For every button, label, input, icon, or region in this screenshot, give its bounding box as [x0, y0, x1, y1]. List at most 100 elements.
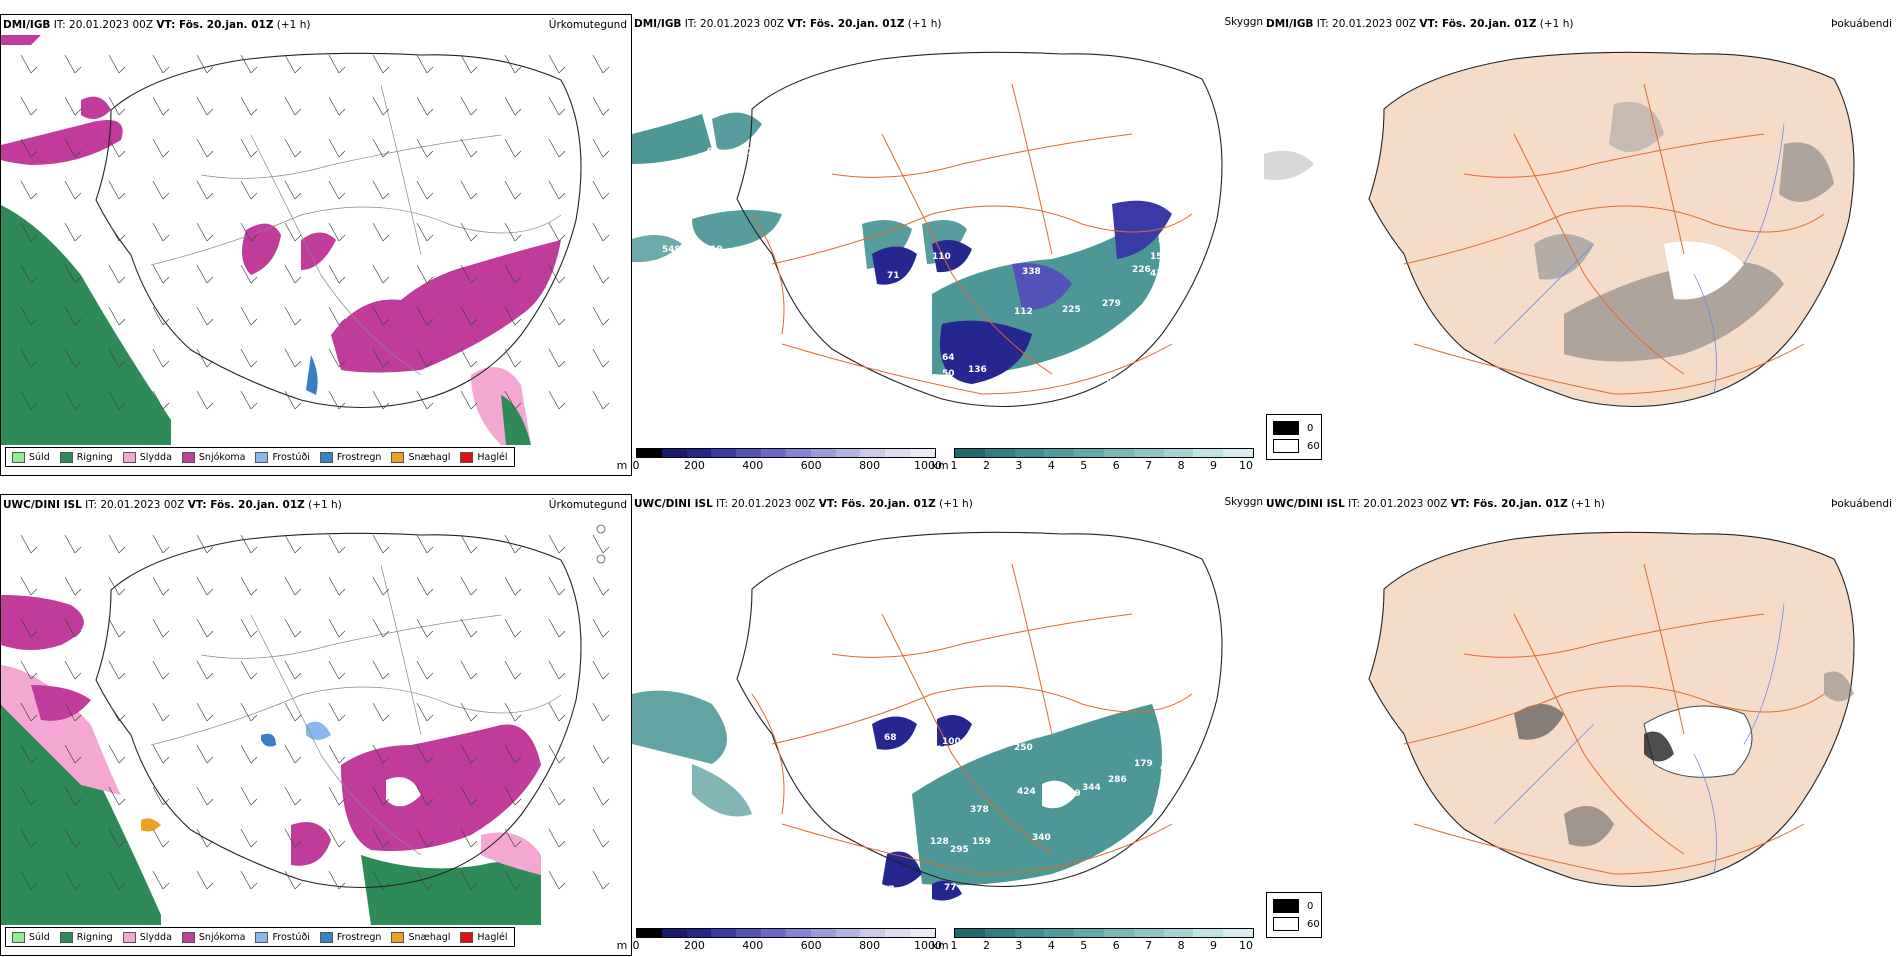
- panel-title: Skyggni: [1224, 16, 1267, 28]
- colorbar-tick: 10: [1239, 459, 1253, 472]
- wind-barb: [196, 702, 208, 722]
- wind-barb-flag: [250, 672, 258, 680]
- wind-barb-flag: [294, 672, 302, 680]
- wind-barb-flag: [426, 318, 434, 326]
- visibility-value-label: 77: [882, 885, 895, 895]
- snow-area: [1, 35, 41, 45]
- colorbar-tick: 6: [1112, 459, 1120, 472]
- wind-barb-flag: [382, 840, 390, 848]
- wind-barb-flag: [470, 402, 478, 410]
- wind-barb: [152, 702, 164, 722]
- wind-barb: [196, 222, 208, 242]
- wind-barb: [548, 744, 560, 764]
- visibility-value-label: 378: [970, 805, 989, 815]
- wind-barb-flag: [206, 150, 214, 158]
- wind-barb-flag: [514, 192, 522, 200]
- fog-index-map: [1368, 531, 1855, 888]
- wind-barb-flag: [206, 672, 214, 680]
- wind-barb: [328, 306, 340, 326]
- visibility-value-label: 239: [1062, 789, 1081, 799]
- wind-barb-flag: [74, 672, 82, 680]
- wind-barb-flag: [558, 630, 566, 638]
- wind-barb-flag: [294, 234, 302, 242]
- wind-barb: [284, 306, 296, 326]
- wind-barb: [240, 96, 252, 116]
- wind-barb-flag: [558, 714, 566, 722]
- wind-barb: [416, 786, 428, 806]
- wind-barb: [504, 786, 516, 806]
- wind-barb-flag: [558, 150, 566, 158]
- wind-barb-flag: [338, 150, 346, 158]
- fog-index-panel-dmi: DMI/IGB IT: 20.01.2023 00Z VT: Fös. 20.j…: [1264, 14, 1896, 476]
- wind-barb: [20, 744, 32, 764]
- wind-barb: [152, 96, 164, 116]
- wind-barb-flag: [470, 756, 478, 764]
- wind-barb: [328, 96, 340, 116]
- wind-barb: [196, 54, 208, 74]
- wind-barb: [196, 180, 208, 200]
- snow-area: [1, 120, 123, 165]
- visibility-panel-dmi: DMI/IGB IT: 20.01.2023 00Z VT: Fös. 20.j…: [617, 14, 1267, 476]
- wind-barb: [460, 138, 472, 158]
- wind-barb: [64, 180, 76, 200]
- wind-barb: [196, 306, 208, 326]
- wind-barb: [328, 222, 340, 242]
- init-time: IT: 20.01.2023 00Z: [85, 499, 185, 511]
- colorbar-tick: 4: [1047, 939, 1055, 952]
- wind-barb: [460, 96, 472, 116]
- wind-barb-flag: [118, 318, 126, 326]
- wind-barb-flag: [74, 360, 82, 368]
- wind-barb-flag: [514, 714, 522, 722]
- legend-swatch: [59, 931, 73, 943]
- wind-barb: [20, 576, 32, 596]
- wind-barb-flag: [30, 756, 38, 764]
- visibility-value-label: 145: [912, 363, 931, 373]
- wind-barb-flag: [206, 402, 214, 410]
- wind-barb-flag: [338, 882, 346, 890]
- wind-barb: [64, 744, 76, 764]
- visibility-panel-uwc: UWC/DINI ISL IT: 20.01.2023 00Z VT: Fös.…: [617, 494, 1266, 956]
- lead-offset: (+1 h): [308, 499, 342, 511]
- wind-barb: [108, 180, 120, 200]
- wind-barb-flag: [74, 402, 82, 410]
- wind-barb-flag: [206, 798, 214, 806]
- wind-barb: [592, 618, 604, 638]
- wind-barb-flag: [30, 276, 38, 284]
- wind-barb: [460, 828, 472, 848]
- precip-legend: Súld Rigning Slydda Snjókoma Frostúði Frostre…: [5, 927, 515, 947]
- wind-barb: [460, 348, 472, 368]
- wind-barb: [284, 180, 296, 200]
- wind-barb-flag: [294, 546, 302, 554]
- wind-barb-flag: [30, 402, 38, 410]
- wind-barb: [152, 222, 164, 242]
- init-time: IT: 20.01.2023 00Z: [716, 498, 816, 510]
- wind-barb-flag: [30, 798, 38, 806]
- legend-item: Frostúði: [255, 931, 310, 943]
- visibility-value-label: 279: [1102, 299, 1121, 309]
- wind-barb: [108, 96, 120, 116]
- wind-barb-flag: [250, 234, 258, 242]
- wind-barb-flag: [470, 108, 478, 116]
- init-time: IT: 20.01.2023 00Z: [1348, 498, 1448, 510]
- wind-barb: [504, 534, 516, 554]
- legend-swatch: [319, 931, 333, 943]
- wind-barb: [416, 870, 428, 890]
- wind-barb-flag: [338, 360, 346, 368]
- lead-offset: (+1 h): [276, 19, 311, 31]
- wind-barb: [372, 348, 384, 368]
- wind-barb-flag: [30, 882, 38, 890]
- wind-barb-flag: [74, 318, 82, 326]
- wind-barb: [64, 660, 76, 680]
- visibility-value-label: 250: [1014, 743, 1033, 753]
- wind-barb: [328, 828, 340, 848]
- wind-barb: [548, 138, 560, 158]
- wind-barb: [416, 96, 428, 116]
- wind-barb: [20, 618, 32, 638]
- wind-barb-flag: [514, 546, 522, 554]
- wind-barb: [548, 660, 560, 680]
- wind-barb-flag: [30, 318, 38, 326]
- colorbar-tick: 3: [1015, 939, 1023, 952]
- visibility-value-label: 64: [942, 353, 955, 363]
- wind-barb: [328, 618, 340, 638]
- wind-barb-flag: [558, 276, 566, 284]
